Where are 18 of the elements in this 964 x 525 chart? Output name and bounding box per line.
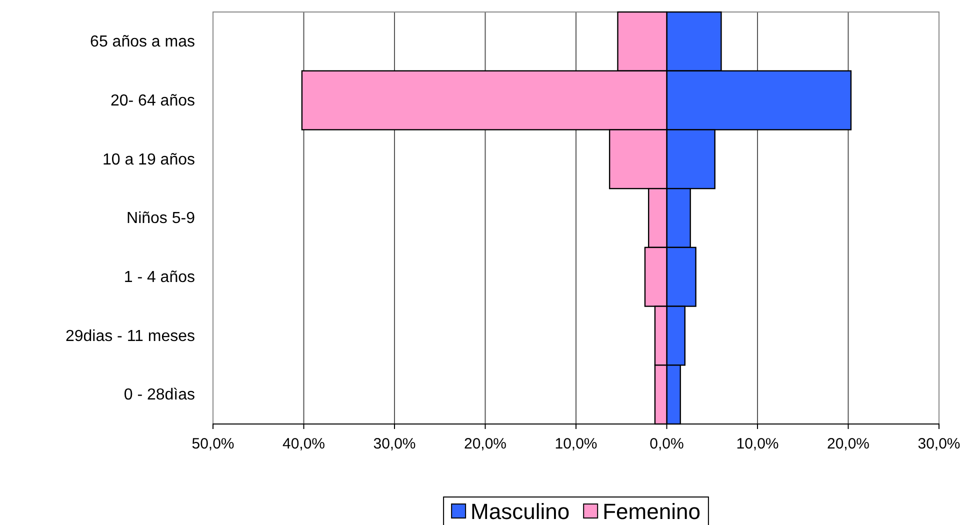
- x-tick-label: 30,0%: [918, 436, 960, 452]
- y-tick-label: 65 años a mas: [90, 34, 195, 51]
- x-tick-label: 20,0%: [826, 436, 870, 452]
- y-tick-label: 10 a 19 años: [102, 151, 195, 168]
- legend-label: Masculino: [470, 499, 570, 524]
- y-tick-label: 20- 64 años: [110, 92, 195, 110]
- x-tick-label: 30,0%: [373, 436, 416, 452]
- legend-label: Femenino: [602, 499, 700, 524]
- x-tick-label: 20,0%: [464, 436, 507, 452]
- x-tick-label: 10,0%: [736, 436, 779, 452]
- y-tick-label: Niños 5-9: [126, 210, 196, 228]
- y-tick-label: 1 - 4 años: [124, 268, 195, 286]
- y-tick-label: 29dias - 11 meses: [65, 328, 195, 345]
- x-tick-label: 0,0%: [650, 436, 684, 452]
- y-tick-label: 0 - 28dìas: [124, 386, 195, 404]
- x-tick-label: 50,0%: [192, 436, 234, 452]
- x-tick-label: 40,0%: [282, 436, 326, 452]
- x-tick-label: 10,0%: [554, 436, 598, 452]
